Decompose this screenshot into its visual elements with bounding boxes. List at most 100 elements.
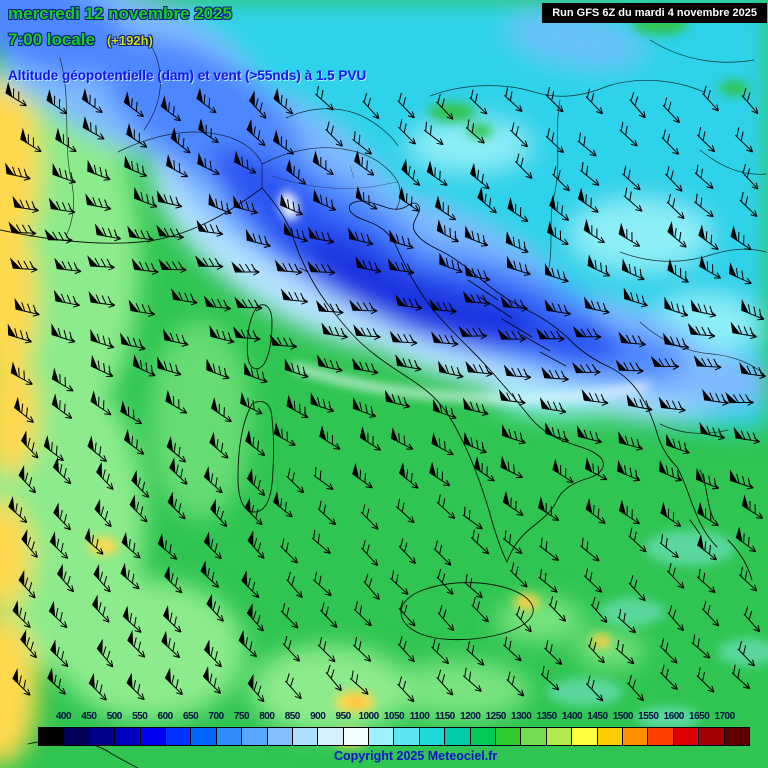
wind-barb [120,400,143,425]
wind-barb [169,457,188,485]
wind-barb [18,569,36,599]
wind-barb [274,259,303,276]
forecast-offset: (+192h) [106,33,153,48]
wind-barb [282,635,300,662]
wind-barb [436,219,459,243]
wind-barb [627,675,644,702]
legend-cell [191,728,217,745]
wind-barb [280,193,304,216]
legend-label: 600 [157,711,174,722]
wind-barb [577,132,597,157]
wind-barb [362,93,380,120]
wind-barb [739,192,758,218]
wind-barb [361,540,379,567]
wind-barb [196,219,224,237]
wind-barb [48,197,76,215]
wind-barb [552,458,574,483]
legend-label: 850 [284,711,301,722]
wind-barb [317,500,337,526]
wind-barb [436,94,454,120]
wind-barb [46,89,68,115]
wind-barb [500,455,524,479]
legend-label: 900 [310,711,326,722]
wind-barb [702,85,720,112]
wind-barb [90,390,112,416]
wind-barb [233,326,261,343]
legend-label: 1150 [434,711,455,722]
wind-barb [203,295,232,312]
legend-cell [64,728,90,745]
wind-barb [729,469,754,490]
wind-barb [248,90,267,119]
legend-label: 1100 [409,711,430,722]
wind-barb [662,332,690,351]
wind-barb [462,667,482,692]
wind-barb [8,221,37,237]
wind-barb [241,570,260,599]
legend-label: 500 [106,711,123,722]
legend-cell [521,728,547,745]
legend-label: 1250 [485,711,507,722]
run-info-box: Run GFS 6Z du mardi 4 novembre 2025 [542,3,767,23]
wind-barb [572,326,602,341]
legend-label: 400 [55,711,72,722]
wind-barb [120,562,140,590]
wind-barb [210,498,228,528]
wind-barb [505,231,529,253]
wind-barb [687,323,716,339]
legend-label: 1650 [689,711,710,722]
wind-barb [244,497,263,526]
wind-barb [284,673,302,700]
wind-barb [507,197,529,223]
wind-barb [544,640,563,666]
legend-cell [546,728,573,745]
wind-barb [576,425,603,445]
wind-barb [352,636,372,662]
wind-barb [583,567,603,593]
wind-barb [621,258,645,281]
wind-barb [359,426,382,451]
wind-barb [426,160,448,186]
legend-cell [496,728,522,745]
wind-barb [44,228,73,244]
wind-barb [47,667,66,695]
legend-cell [648,728,674,745]
wind-barb [465,360,493,377]
wind-barb [622,165,641,191]
wind-barb [325,664,342,692]
wind-barb [20,430,39,459]
wind-barb [197,118,219,144]
wind-barb [88,672,107,701]
wind-barb [580,537,600,562]
legend-label: 1500 [612,711,634,722]
wind-barb [504,87,523,113]
wind-barb [545,87,564,113]
wind-barb [133,186,158,208]
wind-barb [395,354,422,372]
wind-barb [273,422,296,446]
wind-barb [618,431,644,451]
wind-barb [664,296,689,317]
legend-label: 750 [233,711,250,722]
wind-barb [469,89,488,115]
wind-barb [5,81,27,107]
wind-barb [313,467,334,490]
legend-label: 1000 [358,711,379,722]
wind-barb [51,367,74,392]
legend-label: 550 [132,711,148,722]
wind-barb [85,193,112,212]
wind-barb [195,255,224,270]
legend-cell [419,728,446,745]
wind-barb [545,422,570,443]
wind-barb [587,254,611,277]
wind-barb [94,223,122,242]
wind-barb [307,260,336,276]
wind-barb [470,529,490,555]
wind-barb [203,639,222,668]
wind-barb [313,189,337,211]
wind-barb [465,119,485,144]
wind-barb [352,462,373,489]
wind-barb [9,257,38,273]
legend-cell [318,728,344,745]
wind-barb [353,601,372,627]
